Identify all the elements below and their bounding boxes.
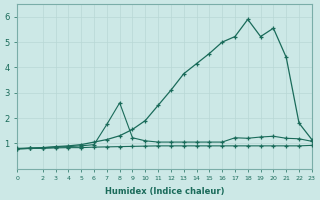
X-axis label: Humidex (Indice chaleur): Humidex (Indice chaleur) — [105, 187, 224, 196]
